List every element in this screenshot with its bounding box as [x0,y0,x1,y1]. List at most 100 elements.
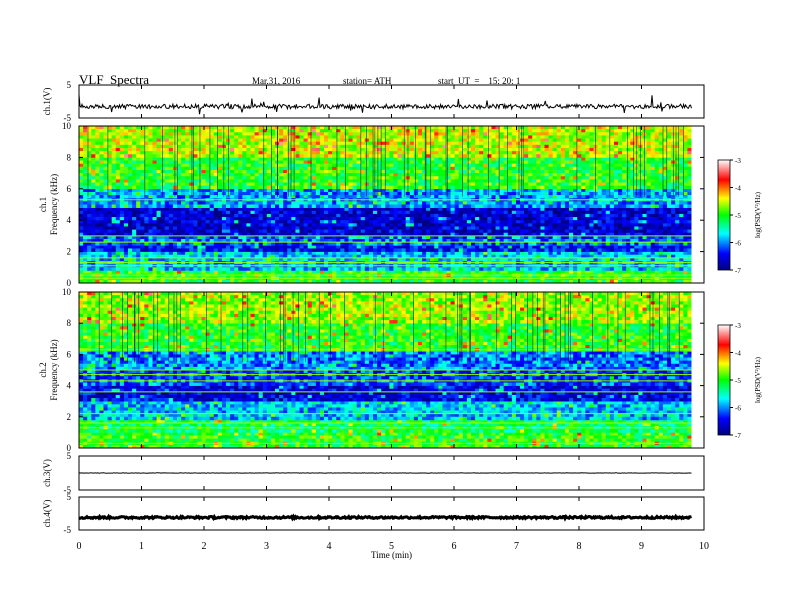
spectrogram-cell [128,235,133,240]
spectrogram-cell [471,191,476,196]
spectrogram-cell [515,232,521,237]
spectrogram-cell [405,220,411,224]
spectrogram-cell [413,204,419,208]
spectrogram-cell [430,204,435,208]
spectrogram-cell [471,157,476,161]
spectrogram-cell [667,210,672,215]
spectrogram-cell [266,226,272,230]
spectrogram-cell [520,157,525,161]
spectrogram-cell [577,195,582,199]
spectrogram-cell [446,270,451,274]
spectrogram-cell [560,210,566,215]
spectrogram-cell [658,270,664,274]
spectrogram-cell [205,195,211,199]
spectrogram-cell [336,223,341,227]
spectrogram-cell [626,267,631,271]
spectrogram-cell [609,279,615,284]
spectrogram-cell [115,217,121,221]
spectrogram-cell [417,251,423,256]
spectrogram-cell [103,191,108,196]
spectrogram-cell [373,210,378,215]
spectrogram-cell [560,251,566,256]
ch1-waveform-panel: 5-5ch.1(V) [42,80,705,123]
spectrogram-cell [373,270,378,274]
spectrogram-cell [528,229,533,234]
spectrogram-cell [87,229,92,234]
spectrogram-cell [573,232,578,237]
spectrogram-cell [426,248,431,252]
spectrogram-cell [332,163,337,168]
spectrogram-cell [679,251,684,256]
spectrogram-cell [177,251,182,256]
spectrogram-cell [119,163,125,168]
spectrogram-cell [520,254,525,259]
spectrogram-cell [364,235,370,240]
spectrogram-cell [434,217,439,221]
spectrogram-cell [185,223,190,227]
spectrogram-cell [303,257,309,262]
spectrogram-cell [613,267,619,271]
spectrogram-cell [364,210,370,215]
spectrogram-cell [589,191,594,196]
spectrogram-cell [544,163,549,168]
spectrogram-cell [552,245,558,249]
spectrogram-cell [83,248,88,252]
spectrogram-cell [299,226,304,230]
spectrogram-cell [667,217,672,221]
spectrogram-cell [209,213,215,218]
spectrogram-cell [499,245,505,249]
spectrogram-cell [679,210,684,215]
spectrogram-cell [360,226,366,230]
spectrogram-cell [79,213,84,218]
spectrogram-cell [573,207,578,212]
spectrogram-cell [189,204,194,208]
spectrogram-cell [201,251,206,256]
spectrogram-cell [556,160,562,164]
spectrogram-cell [609,223,615,227]
spectrogram-cell [299,220,304,224]
spectrogram-cell [307,204,313,208]
spectrogram-cell [687,254,692,259]
spectrogram-cell [401,223,407,227]
spectrogram-cell [532,160,537,164]
spectrogram-cell [332,279,337,284]
spectrogram-cell [226,235,231,240]
spectrogram-cell [654,257,660,262]
spectrogram-cell [144,242,149,246]
spectrogram-cell [99,220,104,224]
spectrogram-cell [409,217,415,221]
spectrogram-cell [515,191,521,196]
spectrogram-cell [515,213,521,218]
spectrogram-cell [291,257,296,262]
spectrogram-cell [634,248,639,252]
spectrogram-cell [393,235,398,240]
spectrogram-cell [332,223,337,227]
spectrogram-cell [348,191,353,196]
spectrogram-cell [442,195,447,199]
spectrogram-cell [466,223,472,227]
spectrogram-cell [315,229,321,234]
spectrogram-cell [687,163,692,168]
spectrogram-cell [593,201,598,205]
spectrogram-cell [364,191,370,196]
spectrogram-cell [483,210,488,215]
spectrogram-cell [291,279,296,284]
spectrogram-cell [348,223,353,227]
spectrogram-cell [172,242,178,246]
spectrogram-cell [262,235,268,240]
spectrogram-cell [520,248,525,252]
spectrogram-cell [136,201,141,205]
spectrogram-cell [87,232,92,237]
spectrogram-cell [356,188,362,193]
spectrogram-cell [458,195,464,199]
spectrogram-cell [556,195,562,199]
spectrogram-cell [123,163,129,168]
spectrogram-cell [483,191,488,196]
spectrogram-cell [524,248,529,252]
spectrogram-cell [185,201,190,205]
spectrogram-cell [140,257,145,262]
spectrogram-cell [373,248,378,252]
spectrogram-cell [679,257,684,262]
spectrogram-cell [630,207,635,212]
spectrogram-cell [475,217,480,221]
